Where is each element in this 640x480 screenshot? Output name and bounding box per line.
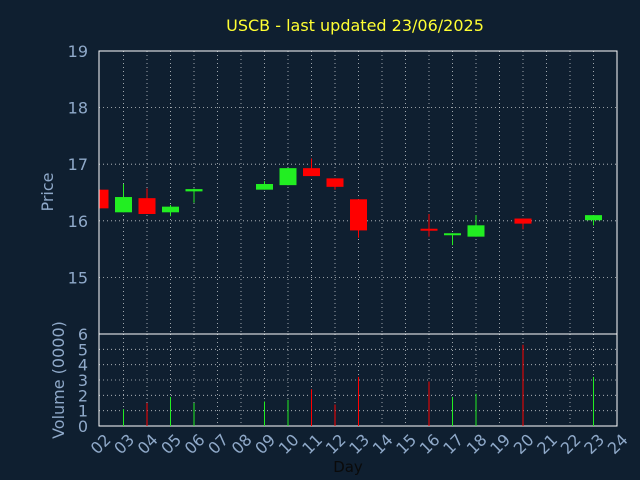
candle-body xyxy=(467,225,485,237)
candle-body xyxy=(326,178,344,187)
candle-body xyxy=(350,199,367,231)
volume-tick-label: 3 xyxy=(78,371,88,390)
volume-axis-label: Volume (0000) xyxy=(49,321,68,439)
x-axis-label: Day xyxy=(333,458,363,476)
x-tick-label: 24 xyxy=(604,430,632,458)
volume-tick-label: 1 xyxy=(78,402,88,421)
candle-body xyxy=(444,233,461,236)
candle-body xyxy=(585,215,602,221)
volume-tick-label: 6 xyxy=(78,325,88,344)
price-tick-label: 16 xyxy=(68,212,88,231)
volume-tick-label: 0 xyxy=(78,417,88,436)
candle-body xyxy=(279,168,297,186)
price-axis-label: Price xyxy=(38,172,57,211)
candle-body xyxy=(162,206,179,213)
price-tick-label: 18 xyxy=(68,99,88,118)
candle-body xyxy=(256,184,273,190)
chart-title: USCB - last updated 23/06/2025 xyxy=(226,16,484,35)
volume-tick-label: 5 xyxy=(78,340,88,359)
candle-body xyxy=(100,189,109,209)
volume-tick-label: 4 xyxy=(78,356,88,375)
candle-body xyxy=(185,189,203,192)
candle-body xyxy=(138,198,156,215)
price-tick-label: 19 xyxy=(68,42,88,61)
candle-body xyxy=(303,168,320,177)
volume-tick-label: 2 xyxy=(78,386,88,405)
candle-body xyxy=(115,197,132,213)
price-panel-frame xyxy=(98,50,618,335)
price-tick-label: 17 xyxy=(68,155,88,174)
price-tick-label: 15 xyxy=(68,268,88,287)
candle-body xyxy=(420,228,438,231)
candle-body xyxy=(514,218,532,224)
